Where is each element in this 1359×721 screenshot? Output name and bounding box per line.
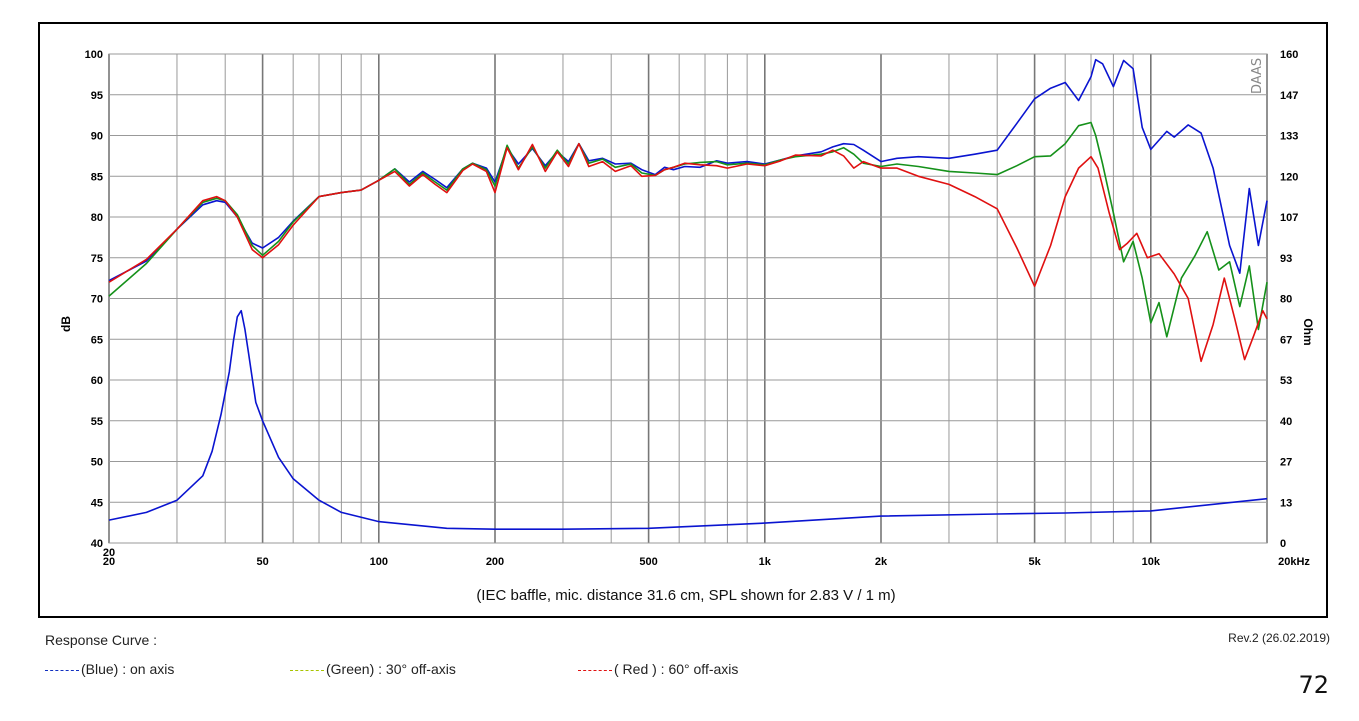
legend-item-red: ( Red ) : 60° off-axis — [578, 661, 738, 677]
y2-tick-label: 27 — [1280, 457, 1292, 469]
y-tick-label: 45 — [91, 497, 103, 509]
y-tick-label: 40 — [91, 538, 103, 550]
x-extra-tick-label: 20 — [103, 547, 115, 559]
x-tick-label: 500 — [639, 556, 657, 568]
legend-swatch-blue — [45, 669, 79, 671]
x-tick-label: 10k — [1142, 556, 1161, 568]
chart-caption: (IEC baffle, mic. distance 31.6 cm, SPL … — [476, 587, 895, 604]
watermark-text: DAAS — [1250, 58, 1265, 94]
chart-grid — [108, 53, 1268, 544]
revision-label: Rev.2 (26.02.2019) — [1228, 631, 1330, 645]
legend-label-blue: (Blue) : on axis — [81, 661, 175, 677]
y2-tick-label: 120 — [1280, 171, 1298, 183]
page-number: 72 — [1298, 671, 1329, 699]
footer-title: Response Curve : — [45, 632, 158, 648]
y2-tick-label: 133 — [1280, 131, 1298, 143]
y-axis-label: dB — [59, 316, 73, 332]
x-tick-label: 2k — [875, 556, 888, 568]
y2-tick-label: 67 — [1280, 334, 1292, 346]
x-tick-label: 200 — [486, 556, 504, 568]
series-line-3 — [108, 309, 1268, 530]
y2-tick-label: 80 — [1280, 294, 1292, 306]
y2-tick-label: 13 — [1280, 497, 1292, 509]
x-tick-label: 1k — [759, 556, 772, 568]
y-tick-label: 70 — [91, 294, 103, 306]
x-tick-label: 100 — [370, 556, 388, 568]
y-tick-label: 95 — [91, 90, 103, 102]
y2-axis-label: Ohm — [1301, 318, 1315, 345]
y2-tick-label: 107 — [1280, 212, 1298, 224]
legend-label-green: (Green) : 30° off-axis — [326, 661, 456, 677]
y-tick-label: 90 — [91, 131, 103, 143]
y-tick-label: 100 — [85, 49, 103, 61]
y-tick-label: 75 — [91, 253, 103, 265]
x-tick-label: 50 — [256, 556, 268, 568]
y2-tick-label: 0 — [1280, 538, 1286, 550]
x-tick-label: 5k — [1028, 556, 1041, 568]
chart-frame: DAAS 40 45 50 55 60 65 70 75 80 85 90 95 100 0 13 27 40 5… — [38, 22, 1328, 618]
tick-labels: 40 45 50 55 60 65 70 75 80 85 90 95 100 0 13 27 40 53 67 80… — [85, 49, 1311, 568]
legend-item-green: (Green) : 30° off-axis — [290, 661, 456, 677]
x-tick-label: 20 — [103, 556, 115, 568]
legend-swatch-red — [578, 669, 612, 671]
y2-tick-label: 93 — [1280, 253, 1292, 265]
y-tick-label: 65 — [91, 334, 103, 346]
x-tick-label: 20kHz — [1278, 556, 1310, 568]
y2-tick-label: 147 — [1280, 90, 1298, 102]
y-tick-label: 80 — [91, 212, 103, 224]
frequency-response-chart: DAAS 40 45 50 55 60 65 70 75 80 85 90 95 100 0 13 27 40 5… — [59, 49, 1315, 604]
y-tick-label: 55 — [91, 416, 103, 428]
legend-item-blue: (Blue) : on axis — [45, 661, 174, 677]
series-line-2 — [108, 142, 1268, 363]
y2-tick-label: 160 — [1280, 49, 1298, 61]
legend-label-red: ( Red ) : 60° off-axis — [614, 661, 739, 677]
y2-tick-label: 40 — [1280, 416, 1292, 428]
series-layer — [108, 58, 1268, 530]
legend-swatch-green — [290, 669, 324, 671]
y-tick-label: 85 — [91, 171, 103, 183]
y2-tick-label: 53 — [1280, 375, 1292, 387]
y-tick-label: 50 — [91, 457, 103, 469]
y-tick-label: 60 — [91, 375, 103, 387]
